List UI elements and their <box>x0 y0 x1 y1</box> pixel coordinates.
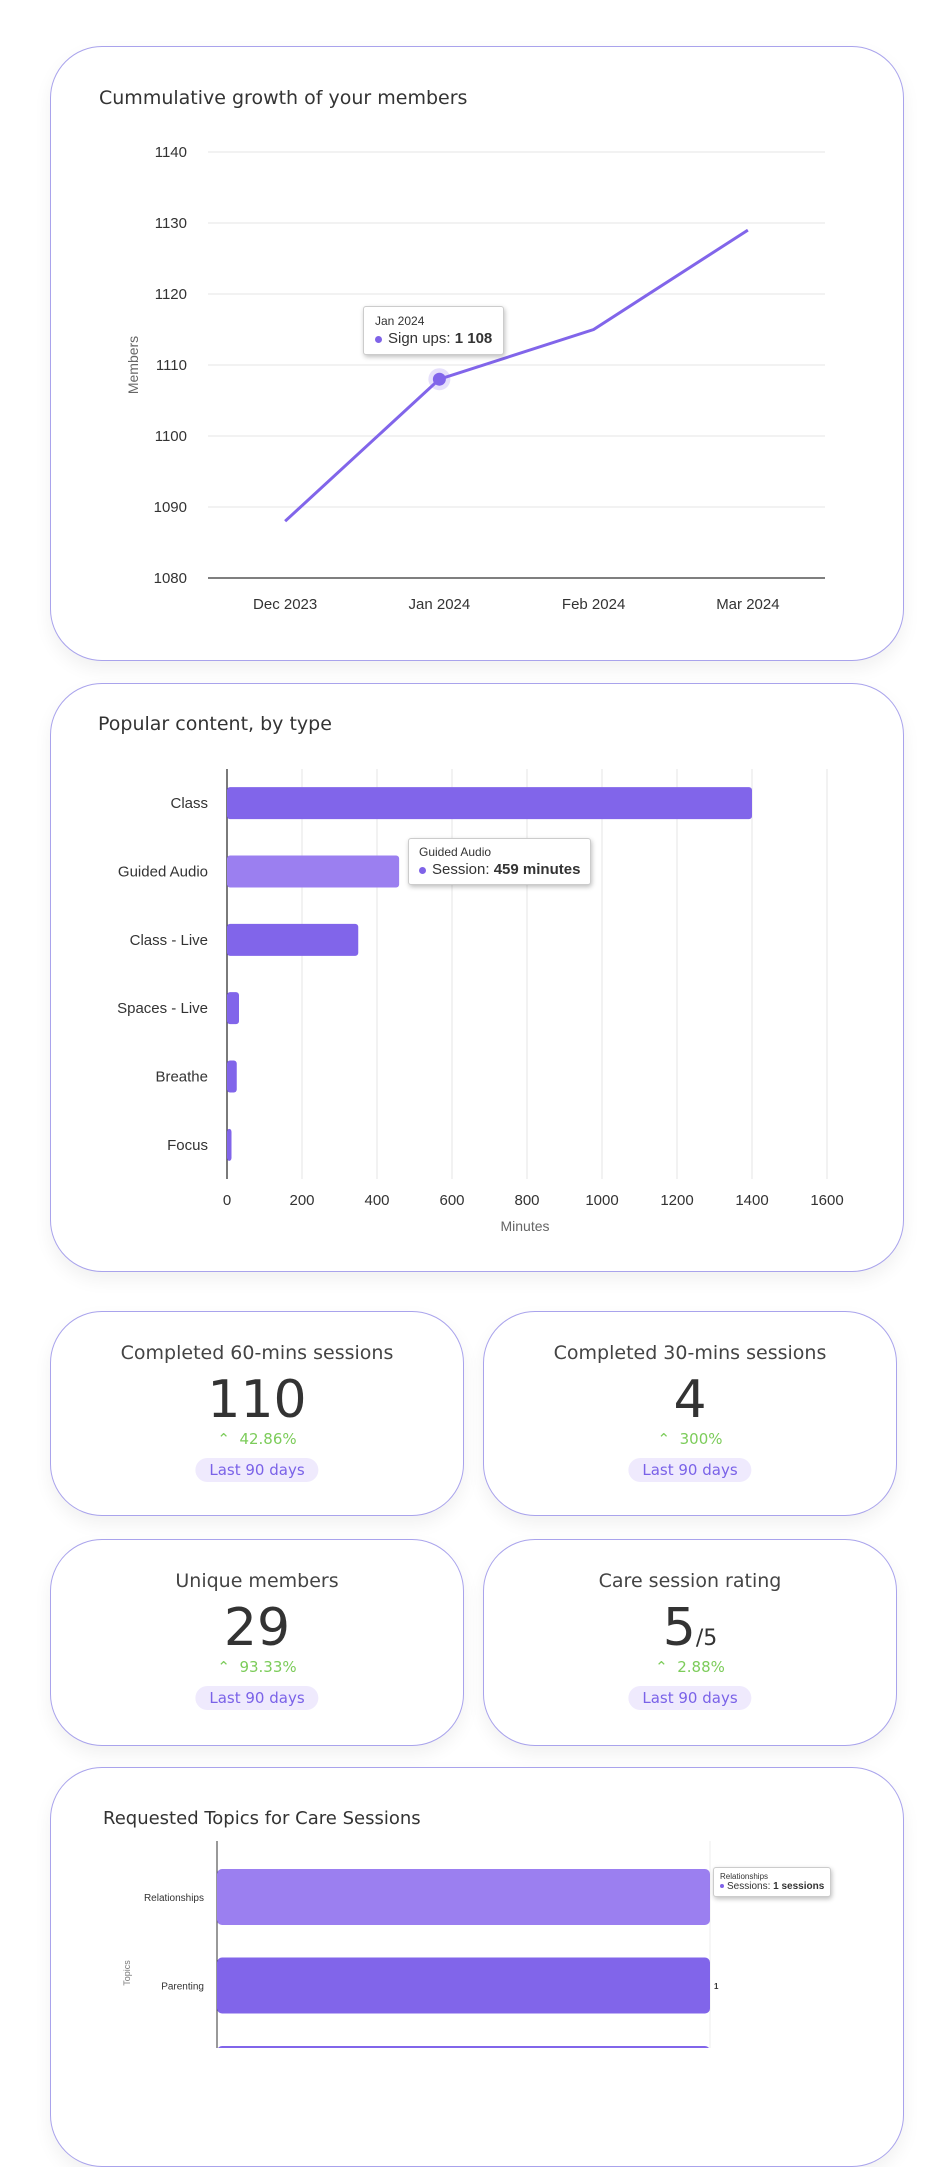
bar <box>227 855 400 888</box>
y-tick-label: 1140 <box>155 144 187 161</box>
bar <box>227 992 239 1025</box>
stat-value: 29 <box>223 1598 291 1658</box>
tooltip-label: Sign ups: <box>388 330 451 347</box>
x-tick-label: Mar 2024 <box>716 596 779 613</box>
y-tick-label: 1110 <box>156 357 187 374</box>
bar <box>217 1957 710 2014</box>
chevron-up-icon: ⌃ <box>655 1658 668 1676</box>
stat-delta: ⌃ 300% <box>657 1430 723 1448</box>
y-tick-label: Parenting <box>161 1982 204 1993</box>
x-axis-label: Minutes <box>500 1218 549 1234</box>
y-tick-label: Guided Audio <box>118 864 208 881</box>
stat-value: 110 <box>207 1370 307 1430</box>
content-title: Popular content, by type <box>98 713 332 735</box>
period-badge: Last 90 days <box>195 1458 319 1482</box>
tooltip-category: Guided Audio <box>419 845 492 859</box>
chevron-up-icon: ⌃ <box>217 1430 230 1448</box>
bar <box>227 1128 232 1161</box>
chevron-up-icon: ⌃ <box>657 1430 671 1448</box>
data-point <box>432 372 446 386</box>
x-tick-label: 1600 <box>810 1192 843 1209</box>
stat-title: Completed 60-mins sessions <box>120 1342 394 1364</box>
y-tick-label: 1080 <box>154 570 187 587</box>
stat-card-30min: Completed 30-mins sessions 4 ⌃ 300% Last… <box>483 1311 897 1516</box>
x-tick-label: Jan 2024 <box>409 596 471 613</box>
y-tick-label: Focus <box>167 1137 208 1154</box>
y-tick-label: 1090 <box>154 499 187 516</box>
x-tick-label: 400 <box>364 1192 389 1209</box>
x-tick-label: 200 <box>289 1192 314 1209</box>
topics-bar-chart: Topics Relationships Parenting 1 <box>122 1841 719 2048</box>
y-tick-label: Relationships <box>144 1893 204 1904</box>
tooltip-label: Sessions: <box>727 1881 771 1892</box>
series-dot-icon <box>720 1884 724 1889</box>
series-dot-icon <box>419 866 426 874</box>
bar <box>217 1869 710 1925</box>
y-tick-label: Class - Live <box>130 932 208 949</box>
x-tick-label: 1000 <box>585 1192 618 1209</box>
bar <box>227 923 359 956</box>
x-tick-label: Dec 2023 <box>253 596 317 613</box>
growth-line-chart: 1080 1090 1100 1110 1120 1130 1140 Members Dec 2… <box>125 144 825 613</box>
chevron-up-icon: ⌃ <box>217 1658 230 1676</box>
content-tooltip: Guided Audio Session: 459 minutes <box>408 838 592 885</box>
stat-title: Care session rating <box>598 1570 782 1592</box>
content-card: Popular content, by type <box>50 683 904 1272</box>
x-tick-label: 600 <box>439 1192 464 1209</box>
series-dot-icon <box>375 335 382 343</box>
tooltip-label: Session: <box>432 861 490 878</box>
y-tick-label: 1120 <box>155 286 187 303</box>
stat-value: 5/5 <box>662 1598 718 1658</box>
x-tick-label: 1200 <box>660 1192 693 1209</box>
data-label: 1 <box>714 1982 719 1991</box>
stat-delta: ⌃ 93.33% <box>217 1658 297 1676</box>
tooltip-category: Relationships <box>720 1872 769 1881</box>
content-bar-chart: 0 200 400 600 800 1000 1200 1400 1600 Minutes Clas… <box>117 769 844 1234</box>
y-tick-label: 1100 <box>155 428 187 445</box>
stat-card-unique-members: Unique members 29 ⌃ 93.33% Last 90 days <box>50 1539 464 1746</box>
x-tick-label: 800 <box>514 1192 539 1209</box>
series-line <box>284 228 749 523</box>
tooltip-value: 1 sessions <box>773 1881 825 1892</box>
bar <box>227 1060 237 1093</box>
bar <box>227 787 752 820</box>
tooltip-date: Jan 2024 <box>375 314 425 328</box>
y-axis-label: Topics <box>122 1960 132 1986</box>
y-tick-label: 1130 <box>155 215 187 232</box>
growth-tooltip: Jan 2024 Sign ups: 1 108 <box>363 306 505 355</box>
y-tick-label: Spaces - Live <box>117 1000 208 1017</box>
stat-title: Unique members <box>175 1570 339 1592</box>
stat-card-60min: Completed 60-mins sessions 110 ⌃ 42.86% … <box>50 1311 464 1516</box>
stat-value: 4 <box>673 1370 707 1430</box>
stat-card-rating: Care session rating 5/5 ⌃ 2.88% Last 90 … <box>483 1539 897 1746</box>
tooltip-value: 1 108 <box>454 330 493 347</box>
stat-delta: ⌃ 42.86% <box>217 1430 297 1448</box>
y-tick-label: Class <box>170 795 208 812</box>
growth-title: Cummulative growth of your members <box>99 87 468 109</box>
y-tick-label: Breathe <box>155 1069 208 1086</box>
y-axis-label: Members <box>125 336 141 394</box>
x-tick-label: Feb 2024 <box>562 596 625 613</box>
period-badge: Last 90 days <box>628 1458 752 1482</box>
stat-title: Completed 30-mins sessions <box>553 1342 827 1364</box>
tooltip-value: 459 minutes <box>493 861 581 878</box>
stat-delta: ⌃ 2.88% <box>655 1658 725 1676</box>
topics-tooltip: Relationships Sessions: 1 sessions <box>713 1867 832 1897</box>
period-badge: Last 90 days <box>628 1686 752 1710</box>
x-tick-label: 0 <box>223 1192 231 1209</box>
topics-title: Requested Topics for Care Sessions <box>103 1808 421 1829</box>
period-badge: Last 90 days <box>195 1686 319 1710</box>
x-tick-label: 1400 <box>735 1192 768 1209</box>
